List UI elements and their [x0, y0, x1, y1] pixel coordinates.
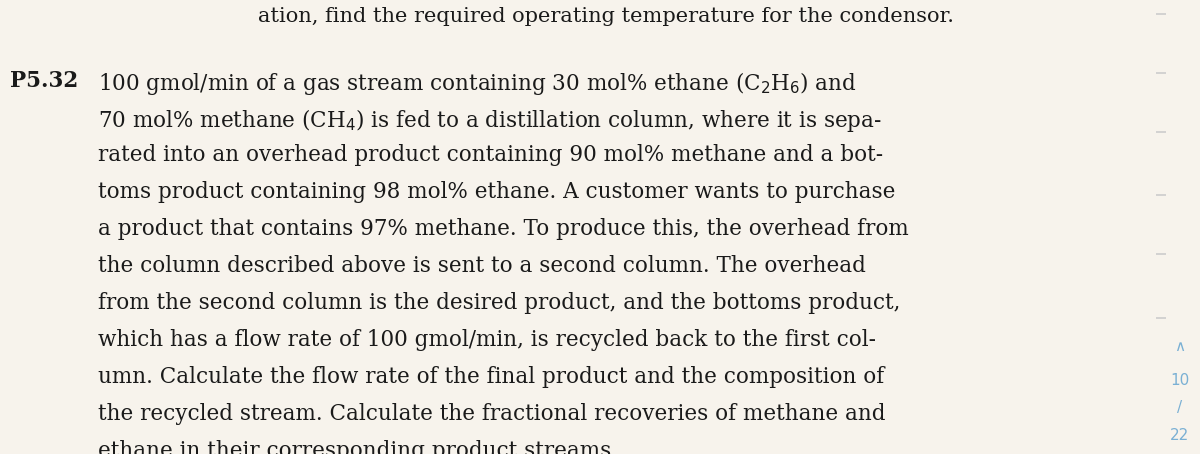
Text: which has a flow rate of 100 gmol/min, is recycled back to the first col-: which has a flow rate of 100 gmol/min, i… [98, 330, 876, 351]
Text: from the second column is the desired product, and the bottoms product,: from the second column is the desired pr… [98, 292, 901, 314]
Text: umn. Calculate the flow rate of the final product and the composition of: umn. Calculate the flow rate of the fina… [98, 366, 884, 388]
Text: ethane in their corresponding product streams.: ethane in their corresponding product st… [98, 440, 618, 454]
Text: the column described above is sent to a second column. The overhead: the column described above is sent to a … [98, 255, 866, 277]
Text: rated into an overhead product containing 90 mol% methane and a bot-: rated into an overhead product containin… [98, 144, 883, 166]
Text: a product that contains 97% methane. To produce this, the overhead from: a product that contains 97% methane. To … [98, 218, 910, 240]
Text: 70 mol% methane (CH$_4$) is fed to a distillation column, where it is sepa-: 70 mol% methane (CH$_4$) is fed to a dis… [98, 108, 882, 134]
Text: ation, find the required operating temperature for the condensor.: ation, find the required operating tempe… [258, 7, 954, 26]
Text: the recycled stream. Calculate the fractional recoveries of methane and: the recycled stream. Calculate the fract… [98, 404, 886, 425]
Text: ∧: ∧ [1174, 339, 1186, 354]
Text: P5.32: P5.32 [10, 70, 78, 92]
Text: 100 gmol/min of a gas stream containing 30 mol% ethane (C$_2$H$_6$) and: 100 gmol/min of a gas stream containing … [98, 70, 857, 97]
Text: 10: 10 [1170, 373, 1189, 388]
Text: /: / [1177, 400, 1182, 415]
Text: toms product containing 98 mol% ethane. A customer wants to purchase: toms product containing 98 mol% ethane. … [98, 181, 895, 203]
Text: 22: 22 [1170, 428, 1189, 443]
